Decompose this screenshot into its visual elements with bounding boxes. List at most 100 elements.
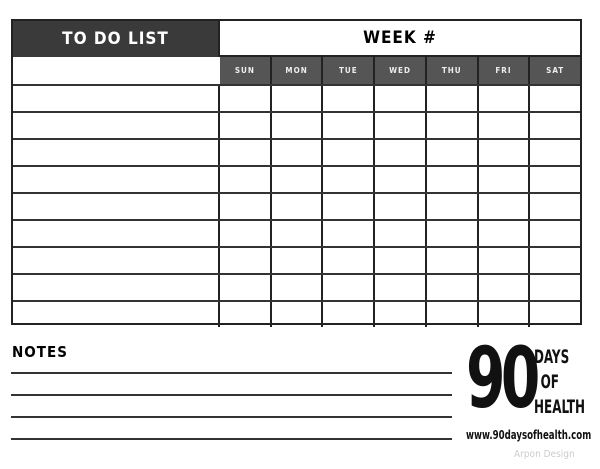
check-cell[interactable] (323, 194, 376, 219)
check-cell[interactable] (272, 86, 324, 111)
check-cell[interactable] (220, 221, 272, 246)
table-row (13, 138, 580, 165)
table-row (13, 192, 580, 219)
check-cell[interactable] (479, 248, 531, 273)
task-cell[interactable] (13, 275, 220, 300)
check-cell[interactable] (479, 86, 531, 111)
check-cell[interactable] (272, 275, 324, 300)
week-label: WEEK # (220, 21, 580, 57)
todo-title: TO DO LIST (13, 21, 220, 57)
day-header: SUN MON TUE WED THU FRI SAT (220, 57, 580, 84)
check-cell[interactable] (375, 275, 427, 300)
check-cell[interactable] (530, 302, 580, 327)
day-sat: SAT (546, 66, 565, 75)
check-cell[interactable] (479, 275, 531, 300)
check-cell[interactable] (220, 302, 272, 327)
check-cell[interactable] (427, 86, 479, 111)
check-cell[interactable] (272, 248, 324, 273)
check-cell[interactable] (427, 221, 479, 246)
task-rows (13, 57, 580, 327)
check-cell[interactable] (323, 302, 376, 327)
table-row (13, 246, 580, 273)
check-cell[interactable] (375, 140, 427, 165)
task-cell[interactable] (13, 113, 220, 138)
check-cell[interactable] (427, 140, 479, 165)
check-cell[interactable] (323, 248, 376, 273)
logo: 90 DAYS OF HEALTH (466, 329, 586, 443)
check-cell[interactable] (427, 248, 479, 273)
check-cell[interactable] (530, 275, 580, 300)
note-line (11, 416, 452, 418)
notes-label: NOTES (12, 343, 68, 361)
task-cell[interactable] (13, 248, 220, 273)
check-cell[interactable] (427, 113, 479, 138)
check-cell[interactable] (530, 248, 580, 273)
check-cell[interactable] (272, 167, 324, 192)
check-cell[interactable] (375, 167, 427, 192)
check-cell[interactable] (323, 275, 376, 300)
check-cell[interactable] (530, 167, 580, 192)
check-cell[interactable] (530, 113, 580, 138)
check-cell[interactable] (220, 140, 272, 165)
check-cell[interactable] (220, 248, 272, 273)
check-cell[interactable] (375, 113, 427, 138)
task-cell[interactable] (13, 57, 220, 84)
check-cell[interactable] (272, 113, 324, 138)
check-cell[interactable] (323, 140, 376, 165)
check-cell[interactable] (375, 302, 427, 327)
website-url: www.90daysofhealth.com (466, 428, 592, 442)
check-cell[interactable] (375, 194, 427, 219)
table-row (13, 165, 580, 192)
check-cell[interactable] (427, 275, 479, 300)
check-cell[interactable] (272, 221, 324, 246)
check-cell[interactable] (220, 113, 272, 138)
check-cell[interactable] (272, 194, 324, 219)
logo-of: OF (540, 371, 559, 393)
check-cell[interactable] (530, 194, 580, 219)
check-cell[interactable] (530, 221, 580, 246)
todo-table: TO DO LIST WEEK # SUN MON TUE WED THU FR… (11, 19, 582, 327)
day-fri: FRI (479, 57, 531, 84)
check-cell[interactable] (272, 140, 324, 165)
check-cell[interactable] (427, 302, 479, 327)
check-cell[interactable] (479, 221, 531, 246)
check-cell[interactable] (375, 221, 427, 246)
check-cell[interactable] (323, 221, 376, 246)
table-row (13, 273, 580, 300)
check-cell[interactable] (272, 302, 324, 327)
check-cell[interactable] (323, 86, 376, 111)
check-cell[interactable] (479, 302, 531, 327)
task-cell[interactable] (13, 86, 220, 111)
table-row (13, 219, 580, 246)
table-row (13, 111, 580, 138)
day-mon: MON (272, 57, 324, 84)
note-line (11, 394, 452, 396)
check-cell[interactable] (323, 113, 376, 138)
task-cell[interactable] (13, 167, 220, 192)
check-cell[interactable] (427, 194, 479, 219)
check-cell[interactable] (220, 275, 272, 300)
check-cell[interactable] (479, 140, 531, 165)
check-cell[interactable] (479, 194, 531, 219)
check-cell[interactable] (220, 86, 272, 111)
check-cell[interactable] (375, 86, 427, 111)
day-tue: TUE (323, 57, 376, 84)
day-thu: THU (427, 57, 479, 84)
check-cell[interactable] (479, 113, 531, 138)
logo-health: HEALTH (534, 396, 586, 418)
note-line (11, 372, 452, 374)
check-cell[interactable] (530, 140, 580, 165)
check-cell[interactable] (375, 248, 427, 273)
watermark: Arpon Design (514, 449, 575, 460)
check-cell[interactable] (323, 167, 376, 192)
check-cell[interactable] (220, 167, 272, 192)
check-cell[interactable] (479, 167, 531, 192)
task-cell[interactable] (13, 140, 220, 165)
task-cell[interactable] (13, 302, 220, 327)
check-cell[interactable] (530, 86, 580, 111)
check-cell[interactable] (220, 194, 272, 219)
day-sun: SUN (220, 57, 272, 84)
task-cell[interactable] (13, 194, 220, 219)
task-cell[interactable] (13, 221, 220, 246)
check-cell[interactable] (427, 167, 479, 192)
